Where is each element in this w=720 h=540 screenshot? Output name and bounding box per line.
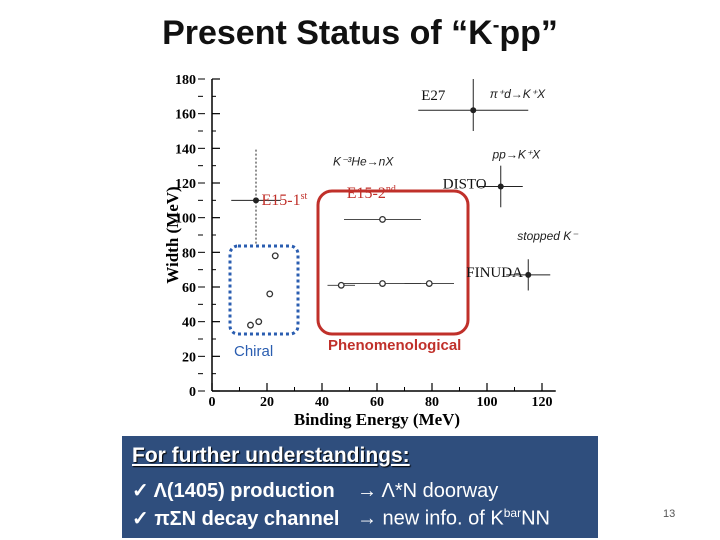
bullet-lambda-production: ✓ Λ(1405) production → Λ*N doorway bbox=[132, 478, 498, 503]
phenomenological-theory-point bbox=[327, 281, 355, 289]
theory-marker bbox=[337, 281, 345, 289]
data-point bbox=[497, 183, 504, 190]
phenomenological-theory-point bbox=[344, 215, 421, 223]
reaction-label: π⁺d→K⁺X bbox=[490, 87, 546, 101]
label-e27: E27 bbox=[421, 88, 446, 104]
theory-marker bbox=[425, 280, 433, 287]
x-tick-label: 40 bbox=[315, 395, 329, 410]
chiral-theory-point bbox=[266, 290, 274, 298]
bullet2-right-post: NN bbox=[521, 508, 550, 530]
page-number: 13 bbox=[663, 508, 676, 520]
data-point bbox=[253, 197, 259, 204]
chiral-theory-point bbox=[255, 318, 263, 326]
measurement-e27 bbox=[418, 79, 529, 131]
experiment-name: E15-2 bbox=[347, 185, 386, 202]
x-tick-label: 120 bbox=[532, 395, 553, 410]
bullet1-right: → Λ*N doorway bbox=[357, 480, 499, 502]
data-point bbox=[470, 107, 477, 114]
label-finuda: FINUDA bbox=[466, 265, 523, 281]
chiral-theory-point bbox=[247, 321, 254, 329]
measurement-disto bbox=[478, 165, 523, 208]
title-end: pp” bbox=[499, 14, 558, 52]
phenomenological-theory-point bbox=[404, 280, 454, 287]
theory-marker bbox=[379, 280, 386, 287]
reaction-label: K⁻³He→nX bbox=[333, 155, 394, 169]
bullet2-right-sup: bar bbox=[503, 506, 522, 521]
y-tick-label: 60 bbox=[182, 281, 196, 296]
title-superscript: - bbox=[492, 14, 500, 37]
phenomenological-label: Phenomenological bbox=[328, 337, 461, 354]
y-tick-label: 100 bbox=[175, 212, 196, 227]
reaction-label: stopped K⁻ bbox=[517, 229, 579, 243]
x-tick-label: 60 bbox=[370, 395, 384, 410]
x-tick-label: 100 bbox=[477, 395, 498, 410]
experiment-label: E15-2nd bbox=[347, 184, 396, 202]
y-tick-label: 180 bbox=[175, 73, 196, 88]
experiment-sup: st bbox=[301, 191, 308, 202]
measurement-finuda bbox=[506, 259, 551, 291]
bullet-pi-sigma-n: ✓ πΣN decay channel → new info. of KbarNN bbox=[132, 506, 550, 531]
y-tick-label: 160 bbox=[175, 108, 196, 123]
y-tick-label: 40 bbox=[182, 316, 196, 331]
bullet2-left: ✓ πΣN decay channel bbox=[132, 508, 340, 530]
y-tick-label: 20 bbox=[182, 350, 196, 365]
measurement-e15-1st bbox=[231, 148, 281, 244]
y-tick-label: 0 bbox=[189, 385, 196, 400]
bullet2-right: → new info. of KbarNN bbox=[357, 506, 550, 531]
x-tick-label: 0 bbox=[209, 395, 216, 410]
experiment-label: E15-1st bbox=[262, 191, 308, 209]
further-understanding-box: For further understandings: ✓ Λ(1405) pr… bbox=[122, 436, 598, 538]
y-tick-label: 80 bbox=[182, 246, 196, 261]
chiral-label: Chiral bbox=[234, 343, 273, 360]
x-tick-label: 80 bbox=[425, 395, 439, 410]
reaction-label: pp→K⁺X bbox=[492, 148, 542, 162]
box-heading: For further understandings: bbox=[132, 444, 410, 467]
title-main: Present Status of “K bbox=[162, 14, 493, 52]
phenomenological-group-box bbox=[316, 189, 470, 336]
bullet2-right-pre: → new info. of K bbox=[357, 508, 504, 530]
y-tick-label: 120 bbox=[175, 177, 196, 192]
chiral-group-box bbox=[228, 244, 300, 336]
experiment-name: E15-1 bbox=[262, 192, 301, 209]
chiral-theory-point bbox=[271, 252, 279, 260]
x-tick-label: 20 bbox=[260, 395, 274, 410]
y-axis-label: Width (MeV) bbox=[163, 186, 182, 283]
data-point bbox=[525, 271, 532, 278]
y-tick-label: 140 bbox=[175, 142, 196, 157]
theory-marker bbox=[379, 215, 386, 223]
x-axis-label: Binding Energy (MeV) bbox=[294, 410, 460, 429]
slide-title: Present Status of “K-pp” bbox=[0, 14, 720, 53]
bullet1-left: ✓ Λ(1405) production bbox=[132, 480, 335, 502]
experiment-sup: nd bbox=[386, 184, 396, 195]
label-disto: DISTO bbox=[443, 176, 487, 192]
